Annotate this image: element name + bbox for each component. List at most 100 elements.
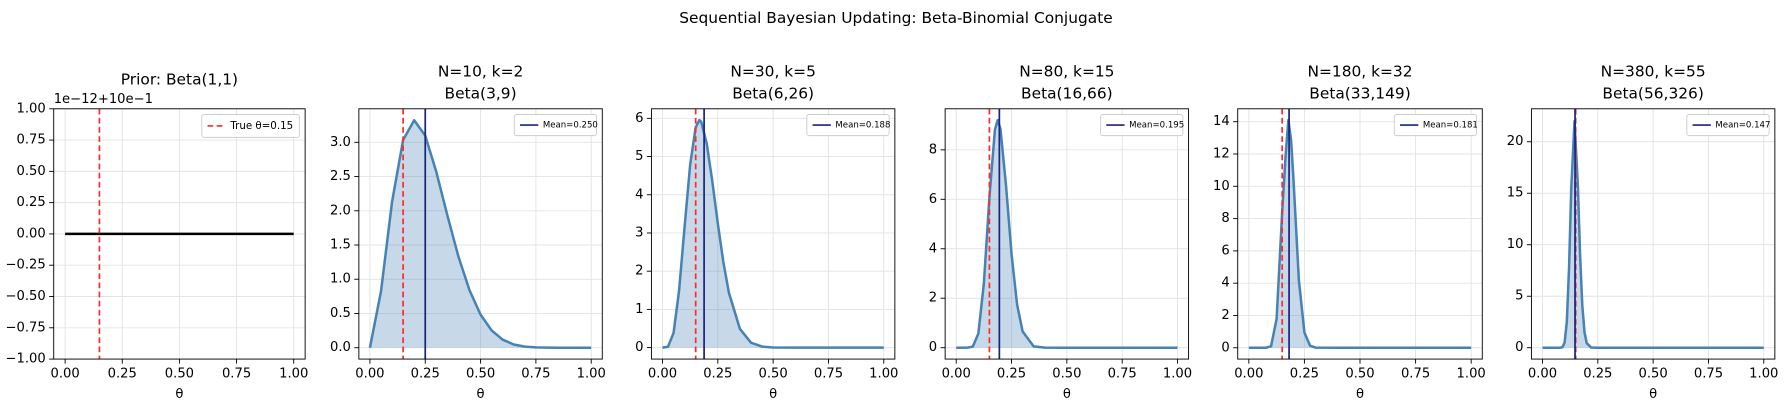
y-tick-label: 6 (1221, 243, 1229, 258)
x-tick-label: 0.25 (997, 366, 1026, 381)
y-tick-label: 8 (1221, 211, 1229, 226)
panel: 0.00 0.25 0.50 0.75 1.00 0 1 2 3 4 5 6 N=30, k=5 Beta… (635, 63, 898, 402)
axes-frame (358, 108, 603, 360)
density-line (662, 118, 884, 349)
legend-box (1393, 114, 1478, 137)
y-tick-label: 2.0 (330, 203, 351, 218)
density-line (1248, 118, 1472, 350)
y-tick-label: 4 (635, 187, 643, 202)
axes-frame (53, 108, 306, 360)
panel: 0.00 0.25 0.50 0.75 1.00 −1.00 −0.75 −0.50 −0.25… (5, 71, 308, 402)
panel: 0.00 0.25 0.50 0.75 1.00 0 2 4 6 8 N=80, k=15 Beta(… (929, 63, 1192, 402)
x-tick-label: 0.25 (703, 366, 732, 381)
legend-box (1100, 114, 1184, 137)
y-tick-label: −0.25 (5, 258, 45, 273)
x-tick-label: 0.50 (759, 366, 788, 381)
x-tick-label: 1.00 (577, 366, 606, 381)
x-tick-label: 0.25 (1583, 366, 1612, 381)
y-tick-label: 0.00 (16, 226, 45, 241)
x-tick-label: 0.00 (1528, 366, 1557, 381)
figure-title: Sequential Bayesian Updating: Beta-Binom… (679, 9, 1112, 27)
x-tick-label: 0.75 (521, 366, 550, 381)
x-tick-label: 0.50 (165, 366, 194, 381)
x-tick-label: 0.25 (411, 366, 440, 381)
panel-title: N=180, k=32 (1307, 63, 1412, 81)
y-tick-label: 2 (929, 291, 937, 306)
y-tick-label: 0 (1515, 340, 1523, 355)
plot-area (1248, 108, 1472, 360)
legend-label: Mean=0.181 (1423, 121, 1478, 131)
x-tick-label: 0.75 (814, 366, 843, 381)
x-axis-label: θ (769, 387, 777, 402)
y-tick-label: 3 (635, 225, 643, 240)
x-tick-label: 0.25 (108, 366, 137, 381)
panel: 0.00 0.25 0.50 0.75 1.00 0 5 10 15 20 N=380, k=55 B… (1507, 63, 1779, 402)
axes-frame (1530, 108, 1776, 360)
plot-area (368, 108, 592, 360)
panel-title: N=380, k=55 (1601, 63, 1706, 81)
panel-title: N=10, k=2 (438, 63, 523, 81)
plot-area (65, 108, 294, 360)
y-tick-label: 0 (1221, 340, 1229, 355)
plot-area (1542, 108, 1764, 360)
x-axis-label: θ (1649, 387, 1657, 402)
y-tick-label: 4 (929, 241, 937, 256)
y-tick-label: 1.5 (330, 238, 351, 253)
x-tick-label: 0.25 (1290, 366, 1319, 381)
y-tick-label: 0.0 (330, 340, 351, 355)
area (956, 120, 1178, 348)
y-tick-label: 5 (1515, 289, 1523, 304)
y-tick-label: 2 (1221, 308, 1229, 323)
legend: True θ=0.15 (201, 114, 300, 138)
x-tick-label: 0.50 (466, 366, 495, 381)
x-tick-label: 0.75 (222, 366, 251, 381)
y-tick-label: 2 (635, 264, 643, 279)
y-tick-label: −0.75 (5, 320, 45, 335)
x-tick-label: 1.00 (1163, 366, 1192, 381)
panel-title: N=30, k=5 (730, 63, 815, 81)
x-tick-label: 0.00 (355, 366, 384, 381)
area (1248, 120, 1472, 348)
y-tick-label: 15 (1507, 186, 1524, 201)
x-tick-label: 1.00 (279, 366, 308, 381)
x-tick-label: 0.00 (1234, 366, 1263, 381)
legend-label: Mean=0.188 (835, 121, 890, 131)
x-tick-label: 0.00 (51, 366, 80, 381)
x-tick-label: 0.75 (1401, 366, 1430, 381)
y-tick-label: 0 (635, 340, 643, 355)
y-tick-label: 14 (1213, 114, 1230, 129)
panel-title: N=80, k=15 (1019, 63, 1114, 81)
panel-title: Beta(3,9) (445, 84, 517, 102)
y-tick-label: 12 (1213, 146, 1230, 161)
legend-box (1686, 114, 1770, 137)
x-tick-label: 0.50 (1052, 366, 1081, 381)
y-tick-label: 1 (635, 302, 643, 317)
area (662, 120, 884, 348)
y-tick-label: 5 (635, 149, 643, 164)
y-tick-label: 0.5 (330, 306, 351, 321)
legend: Mean=0.250 (513, 114, 598, 137)
axes-frame (944, 108, 1190, 360)
panel-title: Beta(33,149) (1309, 84, 1410, 102)
panel-title: Beta(56,326) (1602, 84, 1703, 102)
legend: Mean=0.188 (806, 114, 890, 137)
y-tick-label: 0.25 (16, 195, 45, 210)
legend-label: Mean=0.147 (1715, 121, 1770, 131)
axes-frame (650, 108, 896, 360)
y-tick-label: 1.00 (16, 101, 45, 116)
y-tick-label: −0.50 (5, 289, 45, 304)
offset-text: 1e−12+10e−1 (54, 92, 153, 107)
x-tick-label: 0.75 (1694, 366, 1723, 381)
legend: Mean=0.147 (1686, 114, 1770, 137)
legend: Mean=0.195 (1100, 114, 1184, 137)
y-tick-label: 2.5 (330, 169, 351, 184)
y-tick-label: 1.0 (330, 272, 351, 287)
legend-label: Mean=0.250 (543, 121, 598, 131)
x-axis-label: θ (477, 387, 485, 402)
x-axis-label: θ (175, 387, 183, 402)
x-tick-label: 0.50 (1345, 366, 1374, 381)
y-tick-label: 8 (929, 142, 937, 157)
x-tick-label: 1.00 (1457, 366, 1486, 381)
